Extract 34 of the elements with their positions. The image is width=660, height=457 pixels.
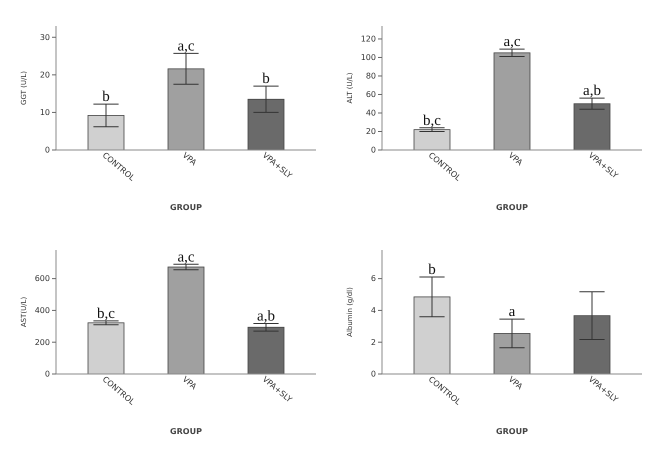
annotation: b xyxy=(428,262,436,278)
y-tick-label: 80 xyxy=(366,72,376,81)
annotation: a,b xyxy=(257,308,275,324)
y-tick-label: 2 xyxy=(370,338,376,347)
y-tick-label: 10 xyxy=(40,108,50,117)
y-tick-label: 0 xyxy=(44,370,50,379)
y-tick-label: 0 xyxy=(370,370,376,379)
y-tick-label: 100 xyxy=(360,53,376,62)
y-tick-label: 120 xyxy=(360,34,376,44)
annotation: b,c xyxy=(423,112,442,129)
y-tick-label: 400 xyxy=(34,306,50,315)
y-tick-label: 0 xyxy=(44,146,50,155)
annotation: b xyxy=(102,89,110,106)
y-tick-label: 60 xyxy=(366,90,376,100)
annotation: b,c xyxy=(97,306,116,322)
y-tick-label: 0 xyxy=(370,146,376,155)
annotation: b xyxy=(262,71,270,88)
annotation: a,c xyxy=(177,38,195,54)
y-tick-label: 4 xyxy=(370,306,376,315)
x-axis-title: GROUP xyxy=(170,203,202,212)
annotation: a,c xyxy=(177,249,195,266)
y-tick-label: 600 xyxy=(34,274,50,284)
annotation: a,c xyxy=(503,34,521,50)
x-axis-title: GROUP xyxy=(170,427,202,436)
y-tick-label: 20 xyxy=(366,127,376,136)
x-axis-title: GROUP xyxy=(496,203,528,212)
y-tick-label: 20 xyxy=(40,70,50,80)
y-tick-label: 200 xyxy=(34,338,50,347)
annotation: a xyxy=(508,304,516,320)
y-tick-label: 6 xyxy=(370,274,376,284)
y-tick-label: 30 xyxy=(40,32,50,42)
annotation: a,b xyxy=(583,83,601,100)
y-tick-label: 40 xyxy=(366,108,376,118)
x-axis-title: GROUP xyxy=(496,427,528,436)
